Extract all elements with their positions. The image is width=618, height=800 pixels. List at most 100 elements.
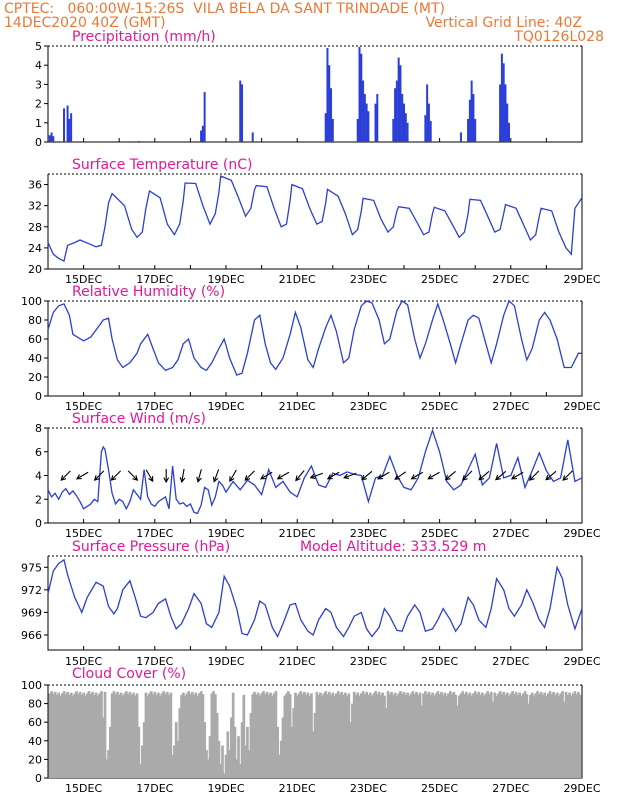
- wind-arrow: [494, 470, 507, 481]
- cloud-bar: [424, 691, 427, 778]
- precip-bar: [251, 132, 254, 142]
- cloud-bar: [562, 701, 566, 778]
- wind-arrow-shaft: [562, 470, 573, 481]
- cloud-bar: [169, 692, 173, 778]
- y-tick-label: 20: [28, 263, 42, 276]
- cloud-bar: [253, 691, 256, 778]
- x-tick-label: 27DEC: [492, 273, 529, 286]
- precip-bar: [506, 103, 509, 142]
- y-tick-label: 36: [28, 179, 42, 192]
- cloud-bar: [363, 694, 367, 778]
- wind-arrow-head: [93, 475, 100, 481]
- panel-annotation-pressure: Model Altitude: 333.529 m: [300, 539, 486, 555]
- cloud-bar: [107, 750, 110, 778]
- cloud-bar: [285, 693, 288, 778]
- cloud-bar: [329, 694, 333, 778]
- wind-arrow: [545, 470, 557, 481]
- cloud-bar: [187, 691, 191, 778]
- x-tick-label: 23DEC: [350, 400, 387, 413]
- cloud-bar: [343, 692, 347, 778]
- cloud-bar: [432, 695, 436, 778]
- cloud-bar: [256, 692, 260, 778]
- cloud-bar: [201, 694, 205, 778]
- precip-bar: [399, 65, 402, 142]
- cloud-bar: [317, 694, 320, 778]
- cloud-bar: [541, 694, 545, 778]
- cloud-bar: [155, 694, 158, 778]
- cloud-bar: [545, 695, 548, 778]
- cloud-bar: [92, 694, 96, 778]
- precip-bar: [360, 53, 363, 142]
- cloud-bar: [174, 722, 178, 778]
- panel-wind: Surface Wind (m/s) 0 2 4 6 8 15DEC 17DEC 19DEC 21…: [35, 411, 601, 540]
- cloud-bar: [171, 754, 174, 778]
- cloud-bar: [445, 695, 449, 778]
- x-tick-label: 19DEC: [207, 782, 244, 795]
- wind-arrow-head: [545, 474, 552, 481]
- cloud-bar: [233, 726, 237, 778]
- x-tick-label: 29DEC: [563, 655, 600, 668]
- cloud-bar: [440, 691, 443, 778]
- cloud-bar: [238, 764, 242, 778]
- cloud-bar: [235, 759, 239, 778]
- cloud-bar: [468, 692, 472, 778]
- cloud-bar: [96, 695, 100, 778]
- wind-arrow-head: [212, 476, 219, 483]
- x-tick-label: 29DEC: [563, 400, 600, 413]
- cloud-bar: [514, 691, 518, 778]
- precip-bar: [394, 88, 397, 142]
- wind-arrow-head: [148, 476, 154, 483]
- x-tick-label: 27DEC: [492, 655, 529, 668]
- cloud-bar: [537, 694, 541, 778]
- wind-arrow-shaft: [511, 471, 524, 480]
- cloud-bar: [415, 691, 418, 778]
- cloud-bar: [73, 693, 77, 778]
- cloud-bar: [489, 691, 493, 778]
- wind-arrow-head: [244, 475, 251, 481]
- cloud-bar: [372, 693, 376, 778]
- cloud-bar: [349, 722, 352, 778]
- precip-bar: [52, 136, 55, 142]
- wind-arrow-shaft: [260, 471, 273, 480]
- cloud-bar: [429, 694, 433, 778]
- precip-bar: [500, 53, 503, 142]
- cloud-bar: [550, 694, 554, 778]
- cloud-bar: [208, 736, 212, 778]
- wind-arrow: [427, 471, 440, 480]
- y-tick-label: 0: [35, 390, 42, 403]
- header-grid-note: Vertical Grid Line: 40Z: [426, 15, 582, 31]
- x-tick-label: 27DEC: [492, 400, 529, 413]
- y-tick-label: 0: [35, 136, 42, 149]
- wind-arrow-shaft: [529, 470, 540, 481]
- cloud-bar: [319, 692, 322, 778]
- cloud-bar: [555, 692, 559, 778]
- x-tick-label: 17DEC: [136, 527, 173, 540]
- wind-arrow: [394, 471, 407, 480]
- cloud-bar: [472, 693, 475, 778]
- wind-arrow: [295, 470, 305, 482]
- y-tick-label: 40: [28, 735, 42, 748]
- cloud-bar: [57, 692, 61, 778]
- y-tick-label: 100: [21, 295, 42, 308]
- cloud-bar: [297, 693, 301, 778]
- panel-temperature: Surface Temperature (nC) 20 24 28 32 36 15DEC 1…: [28, 157, 601, 286]
- cloud-bar: [144, 692, 148, 778]
- x-tick-label: 19DEC: [207, 400, 244, 413]
- cloud-bar: [249, 712, 253, 778]
- cloud-bar: [84, 695, 87, 778]
- cloud-bar: [436, 691, 440, 778]
- cloud-bar: [459, 693, 463, 778]
- cloud-bar: [198, 693, 201, 778]
- wind-arrow-shaft: [277, 471, 290, 480]
- cloud-bar: [561, 691, 564, 778]
- cloud-bar: [87, 691, 91, 778]
- wind-arrow-head: [410, 474, 417, 480]
- cloud-bar: [160, 693, 164, 778]
- cloud-bar: [352, 691, 356, 778]
- panel-title-pressure: Surface Pressure (hPa): [72, 539, 230, 555]
- panel-cloud-cover: Cloud Cover (%) 0 20 40 60 80 100 15DEC 17DEC 19D…: [21, 666, 601, 795]
- cloud-bar: [135, 693, 139, 778]
- wind-arrow-head: [276, 474, 283, 480]
- cloud-bar: [121, 695, 125, 778]
- precip-bar: [367, 111, 370, 142]
